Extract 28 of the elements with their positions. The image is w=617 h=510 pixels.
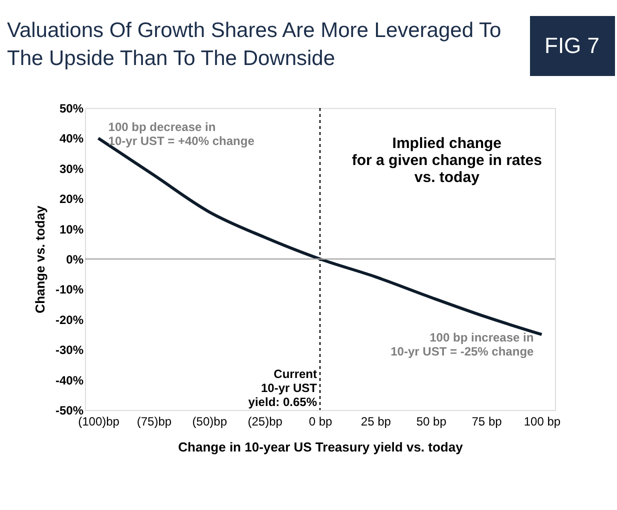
- x-tick-label: 25 bp: [360, 414, 392, 428]
- x-axis-title: Change in 10-year US Treasury yield vs. today: [178, 440, 464, 454]
- y-tick-label: -40%: [55, 373, 84, 388]
- x-tick-label: (25)bp: [248, 414, 283, 428]
- caption: FIG 7: [544, 33, 600, 58]
- x-tick-label: (50)bp: [192, 414, 228, 428]
- y-tick-label: 30%: [59, 162, 84, 176]
- y-tick-label: 0%: [66, 252, 84, 266]
- y-tick-label: -20%: [55, 312, 84, 327]
- y-axis-title: Change vs. today: [32, 204, 48, 314]
- chart-title: Valuations Of Growth Shares Are More Leveraged To The Upside Than To The Downside: [7, 19, 502, 70]
- x-tick-label: (100)bp: [78, 414, 120, 428]
- y-tick-label: -30%: [55, 343, 84, 358]
- x-tick-label: 75 bp: [472, 414, 502, 428]
- x-tick-label: (75)bp: [136, 414, 172, 428]
- y-tick-label: 50%: [59, 102, 84, 116]
- annotation: Current 10-yr UST yield: 0.65%: [248, 366, 318, 409]
- y-tick-label: 40%: [59, 132, 84, 146]
- annotation: Implied change for a given change in rates vs. today: [352, 135, 542, 186]
- y-tick-label: 10%: [59, 222, 84, 236]
- x-tick-label: 0 bp: [308, 414, 332, 428]
- x-tick-label: 50 bp: [416, 414, 447, 428]
- annotation: 100 bp increase in 10-yr UST = -25% change: [390, 330, 534, 358]
- y-tick-label: 20%: [59, 192, 84, 206]
- y-tick-label: -10%: [55, 282, 84, 297]
- annotation: 100 bp decrease in 10-yr UST = +40% change: [108, 120, 255, 148]
- y-tick-label: -50%: [55, 404, 84, 418]
- x-tick-label: 100 bp: [524, 414, 561, 428]
